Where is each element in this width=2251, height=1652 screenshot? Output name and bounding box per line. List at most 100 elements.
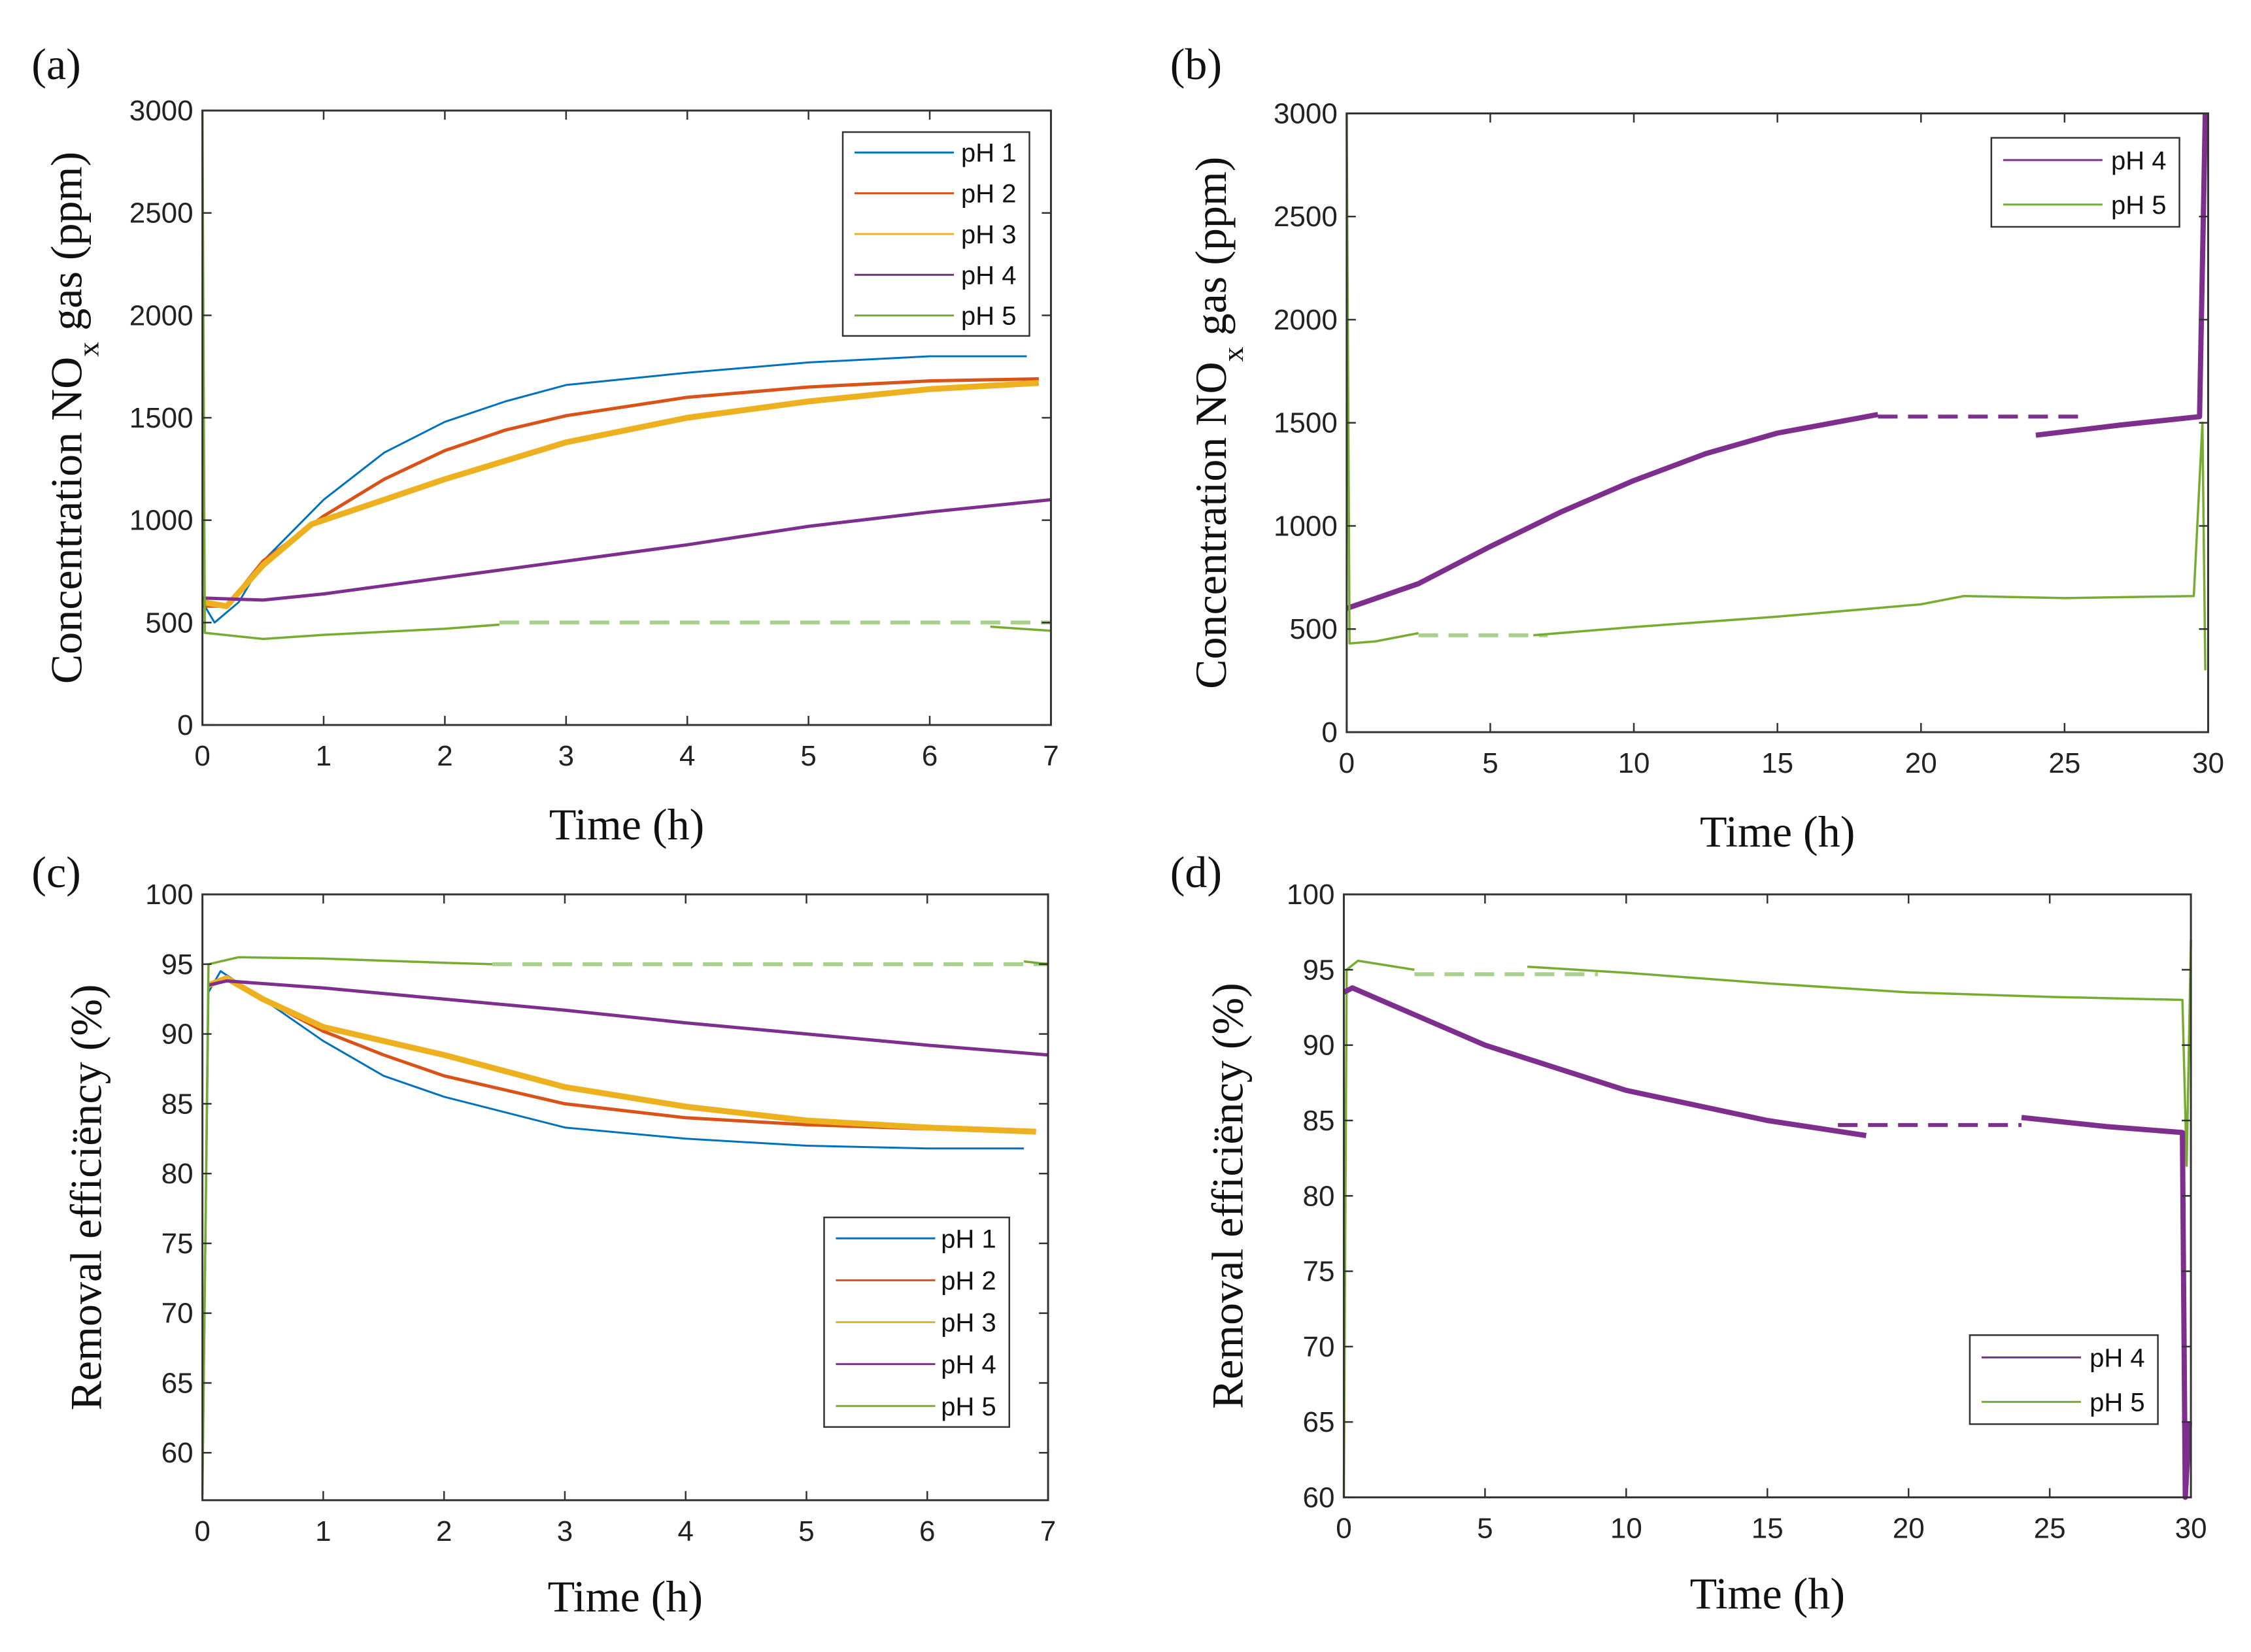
y-tick-label: 70 <box>161 1298 194 1330</box>
panel-label: (c) <box>31 847 80 897</box>
y-axis-label: Removal efficiëncy (%) <box>61 984 111 1410</box>
legend-label: pH 2 <box>961 180 1017 209</box>
y-tick-label: 100 <box>145 879 193 911</box>
panel-d: (d) 0 5 10 15 20 25 30 60 65 70 75 80 85 90 95 100 Time (… <box>1170 847 2207 1618</box>
x-tick-label: 15 <box>1761 747 1793 779</box>
panel-label: (b) <box>1170 39 1222 89</box>
legend-label: pH 5 <box>941 1392 996 1421</box>
x-tick-label: 6 <box>922 740 938 772</box>
y-axis-label: Concentration NOx gas (ppm) <box>42 152 105 684</box>
series-line-pH4 <box>202 497 1051 602</box>
panel-a: (a) 0 1 2 3 4 5 6 7 0 500 1000 1500 2000 2500 3000 Time … <box>31 39 1058 849</box>
x-tick-label: 15 <box>1752 1512 1784 1544</box>
x-tick-label: 3 <box>557 1515 573 1547</box>
y-tick-label: 90 <box>161 1019 194 1051</box>
y-tick-label: 95 <box>1303 954 1335 986</box>
x-tick-label: 5 <box>800 740 816 772</box>
axes-box <box>201 893 1049 1502</box>
x-axis-label: Time (h) <box>1690 1568 1845 1618</box>
x-tick-label: 4 <box>679 740 695 772</box>
series-line-pH5 <box>1527 939 2192 1167</box>
x-tick-label: 0 <box>1336 1512 1351 1544</box>
x-tick-label: 7 <box>1040 1515 1056 1547</box>
series-line-pH4 <box>1346 412 1879 611</box>
series-line-pH5 <box>201 110 500 641</box>
series-line-pH5 <box>1342 959 1415 1498</box>
x-tick-label: 6 <box>919 1515 935 1547</box>
x-tick-label: 10 <box>1618 747 1650 779</box>
y-label-main: Removal efficiëncy (%) <box>1202 983 1252 1409</box>
x-tick-label: 30 <box>2175 1512 2207 1544</box>
y-tick-label: 3000 <box>129 95 194 127</box>
legend-label: pH 2 <box>941 1266 996 1295</box>
x-tick-label: 0 <box>1339 747 1355 779</box>
legend-label: pH 3 <box>961 220 1017 249</box>
y-tick-label: 2500 <box>1274 201 1338 233</box>
x-tick-label: 25 <box>2034 1512 2066 1544</box>
panel-label: (a) <box>31 39 80 89</box>
series-line-pH2 <box>202 377 1039 608</box>
x-tick-label: 30 <box>2192 747 2224 779</box>
series-line-pH5 <box>1533 421 2207 671</box>
y-tick-label: 0 <box>177 709 193 741</box>
x-tick-label: 5 <box>798 1515 814 1547</box>
y-tick-label: 1500 <box>129 402 194 434</box>
x-tick-label: 7 <box>1043 740 1058 772</box>
y-axis-label: Concentration NOx gas (ppm) <box>1186 157 1249 689</box>
series-line-pH5 <box>201 956 493 1495</box>
series-line-pH5 <box>990 625 1051 632</box>
legend-label: pH 4 <box>2111 146 2167 175</box>
series-line-pH4 <box>208 979 1049 1057</box>
y-tick-label: 500 <box>145 607 193 639</box>
y-tick-label: 65 <box>1303 1406 1335 1438</box>
series-line-pH4 <box>2035 113 2209 438</box>
x-tick-label: 10 <box>1610 1512 1642 1544</box>
series-line-pH1 <box>201 355 1027 624</box>
x-tick-label: 5 <box>1482 747 1498 779</box>
y-tick-label: 85 <box>161 1088 194 1120</box>
y-tick-label: 1000 <box>129 505 194 537</box>
y-tick-label: 1000 <box>1274 510 1338 542</box>
legend: pH 4 pH 5 <box>1990 137 2180 228</box>
x-tick-label: 3 <box>558 740 574 772</box>
y-tick-label: 90 <box>1303 1030 1335 1062</box>
y-label-rest: gas (ppm) <box>1186 157 1236 347</box>
series-line-pH1 <box>201 970 1024 1495</box>
series-line-pH3 <box>207 975 1036 1135</box>
y-tick-label: 1500 <box>1274 407 1338 439</box>
x-tick-label: 20 <box>1905 747 1937 779</box>
y-label-subscript: x <box>1215 346 1249 362</box>
legend-label: pH 4 <box>961 261 1017 290</box>
y-tick-label: 0 <box>1321 716 1337 749</box>
y-tick-label: 2000 <box>129 299 194 331</box>
y-tick-label: 3000 <box>1274 97 1338 129</box>
series-line-pH4 <box>2021 1115 2192 1500</box>
legend-label: pH 5 <box>2090 1388 2145 1417</box>
x-tick-label: 0 <box>194 1515 210 1547</box>
legend-box <box>1990 137 2180 228</box>
x-tick-label: 4 <box>678 1515 694 1547</box>
legend-label: pH 5 <box>961 302 1017 331</box>
panel-b: (b) 0 5 10 15 20 25 30 0 500 1000 1500 2000 2500 3000 T… <box>1170 39 2224 856</box>
y-label-main: Removal efficiëncy (%) <box>61 984 111 1410</box>
y-label-subscript: x <box>71 342 105 357</box>
y-tick-label: 80 <box>161 1158 194 1190</box>
y-tick-label: 100 <box>1287 879 1334 911</box>
x-tick-label: 0 <box>194 740 210 772</box>
series-line-pH5 <box>1346 113 1419 645</box>
y-tick-label: 2000 <box>1274 304 1338 336</box>
y-label-main: Concentration NO <box>1186 362 1236 688</box>
legend-label: pH 3 <box>941 1309 996 1338</box>
legend: pH 1 pH 2 pH 3 pH 4 pH 5 <box>823 1216 1011 1428</box>
y-tick-label: 75 <box>1303 1256 1335 1288</box>
x-tick-label: 1 <box>315 1515 331 1547</box>
series-line-pH4 <box>1342 985 1867 1138</box>
legend: pH 1 pH 2 pH 3 pH 4 pH 5 <box>841 131 1030 337</box>
x-tick-label: 20 <box>1893 1512 1925 1544</box>
x-tick-label: 25 <box>2048 747 2080 779</box>
x-axis-label: Time (h) <box>1700 807 1855 856</box>
legend-label: pH 4 <box>941 1351 996 1379</box>
series-line-pH3 <box>201 380 1040 609</box>
panel-c: (c) 0 1 2 3 4 5 6 7 60 65 70 75 80 85 90 95 100 Time (h) Re… <box>31 847 1056 1621</box>
y-tick-label: 60 <box>1303 1481 1335 1513</box>
